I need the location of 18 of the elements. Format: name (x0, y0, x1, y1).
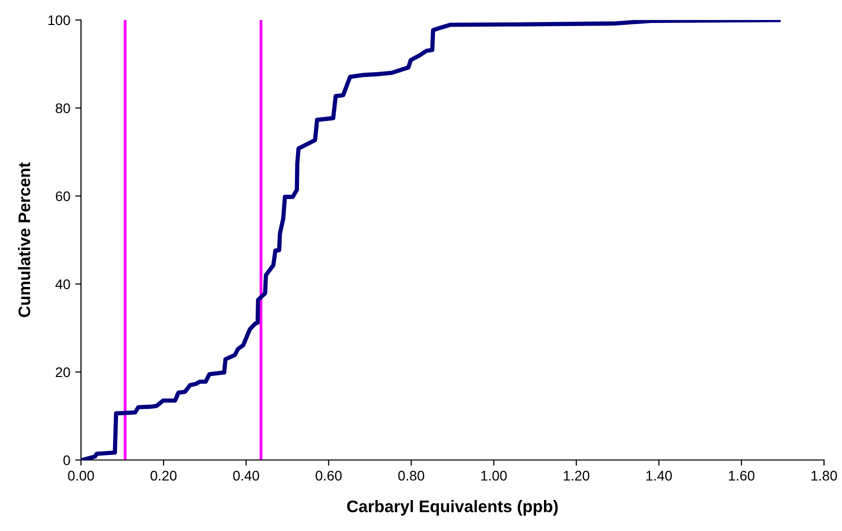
y-axis-title: Cumulative Percent (18, 162, 30, 318)
x-axis-title: Carbaryl Equivalents (ppb) (347, 500, 558, 516)
y-tick-label: 60 (56, 191, 70, 202)
x-tick-label: 0.60 (316, 470, 342, 481)
y-tick-label: 100 (48, 15, 70, 26)
y-tick-label: 20 (56, 367, 70, 378)
x-tick-label: 1.60 (728, 470, 754, 481)
x-tick-label: 0.00 (68, 470, 94, 481)
x-tick-label: 0.80 (398, 470, 424, 481)
x-tick-label: 1.20 (564, 470, 590, 481)
y-tick-label: 40 (55, 279, 70, 290)
x-tick-label: 1.40 (646, 470, 672, 481)
x-tick-label: 1.00 (481, 470, 507, 481)
x-tick-label: 0.20 (150, 470, 177, 481)
x-tick-label: 0.40 (233, 470, 260, 481)
y-tick-label: 80 (56, 103, 70, 114)
y-tick-label: 0 (63, 455, 70, 466)
x-tick-label: 1.80 (812, 470, 837, 481)
